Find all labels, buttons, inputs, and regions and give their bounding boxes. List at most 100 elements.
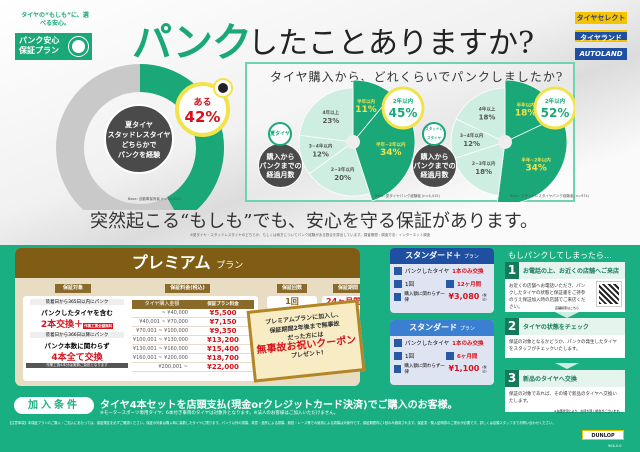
center-line: 経過月数 bbox=[266, 171, 295, 179]
fee-row: ¥160,001 ~ ¥200,000 ¥18,700 bbox=[132, 354, 254, 363]
period-value: 6ヶ月間 bbox=[457, 353, 478, 360]
price-range: ¥130,001 ~ ¥160,000 bbox=[132, 346, 188, 352]
plan-title: スタンダード bbox=[409, 323, 458, 332]
plan-logo: パンク安心 保証プラン bbox=[15, 33, 92, 60]
brand-tire-land: タイヤランド bbox=[575, 30, 627, 42]
count-period-row: 1回 6ヶ月間 bbox=[390, 349, 494, 362]
plan-fee: ¥13,200 bbox=[207, 336, 239, 344]
callout-badge bbox=[533, 86, 575, 130]
fee-row: ¥70,001 ~ ¥100,000 ¥9,350 bbox=[132, 327, 254, 336]
badge-value: 42% bbox=[184, 108, 221, 126]
period-icon bbox=[446, 351, 454, 360]
step-number: 2 bbox=[505, 318, 519, 335]
callout-text: 2年以内 bbox=[393, 97, 414, 105]
coverage-red: 1本のみ交換 bbox=[452, 340, 484, 347]
pie-value-label: 18% bbox=[515, 109, 537, 119]
plan-fee: ¥7,150 bbox=[209, 318, 237, 326]
price-range: ¥200,001 ~ bbox=[158, 364, 188, 370]
count-icon bbox=[394, 279, 402, 288]
tagline: 突然起こる“もしも”でも、安心を守る保証があります。 bbox=[90, 211, 539, 232]
coverage1-big: 2本交換＋ bbox=[40, 320, 84, 330]
pie-value-label: 34% bbox=[380, 148, 402, 158]
step-number: 1 bbox=[505, 262, 519, 279]
plan-title: スタンダード＋ bbox=[405, 251, 462, 260]
logo-tagline: タイヤの“もしも”に、選べる安心。 bbox=[21, 12, 89, 27]
studless-tire-tag: スタッドレスタイヤ bbox=[422, 122, 446, 146]
step-note[interactable]: 店舗検索はこちら bbox=[555, 306, 580, 310]
overall-center-label: 夏タイヤ スタッドレスタイヤ どちらかで パンクを経験 bbox=[104, 104, 174, 174]
pie-category-label: 4年以上 bbox=[479, 106, 496, 113]
count-value: 1回 bbox=[405, 281, 414, 288]
pie-category-label: 半年~2年以内 bbox=[521, 157, 551, 164]
tax-note: (税込) bbox=[482, 292, 487, 301]
plan-suffix: プラン bbox=[459, 326, 475, 332]
brand-autoland: AUTOLAND bbox=[575, 48, 627, 60]
header-plan-fee: 保証プラン料金 bbox=[207, 302, 239, 307]
fee-row: ~ ¥40,000 ¥5,500 bbox=[132, 309, 254, 318]
qr-code-icon[interactable] bbox=[596, 281, 622, 307]
pie-category-label: 4年以上 bbox=[323, 109, 340, 116]
pie-category-label: 半年~2年以内 bbox=[376, 141, 406, 148]
pie-charts: 半年以内11%半年~2年以内34%2~3年以内20%3~4年以内12%4年以上2… bbox=[298, 79, 575, 202]
center-line: 経過月数 bbox=[420, 171, 449, 179]
step-arrow-icon bbox=[555, 312, 579, 318]
center-line: パンクを経験 bbox=[117, 151, 161, 159]
plan-suffix: プラン bbox=[463, 254, 479, 260]
coverage1-note: 装着日から365日以内にパンク bbox=[30, 299, 124, 305]
price-range: ~ ¥40,000 bbox=[161, 310, 188, 316]
premium-plan-header: プレミアム プラン bbox=[15, 248, 360, 278]
pie-value-label: 23% bbox=[322, 117, 339, 125]
count-value: 1回 bbox=[405, 353, 414, 360]
standard-plus-header: スタンダード＋ プラン bbox=[390, 248, 494, 264]
coverage2-note: 装着日から366日以降にパンク bbox=[30, 332, 124, 338]
coverage-icon bbox=[394, 338, 402, 347]
fee-icon bbox=[394, 364, 402, 373]
fee-row: ¥130,001 ~ ¥160,000 ¥15,400 bbox=[132, 345, 254, 354]
fee-text: 購入額に関わらず一律 bbox=[404, 291, 445, 303]
fee-table-header: タイヤ購入金額 保証プラン料金 bbox=[132, 300, 254, 309]
standard-panel: スタンダード プラン パンクしたタイヤ 1本のみ交換 1回 6ヶ月間 購入額に関わら… bbox=[390, 320, 494, 385]
step-body: 保証の対象となるかどうか、パンクの発生したタイヤをスタッフがチェックいたします。 bbox=[509, 340, 617, 352]
count-label: 保証回数 bbox=[277, 284, 307, 293]
labor-free-badge: 作業工賃全額無料 bbox=[83, 323, 114, 329]
studless-center-label: 購入から パンクまでの 経過月数 bbox=[412, 143, 457, 188]
coverage-label: 保証対象 bbox=[55, 284, 91, 293]
logo-line2: 保証プラン bbox=[19, 46, 59, 55]
studless-base: Base: スタッドレスタイヤパンク経験者 (n=974) bbox=[510, 194, 589, 198]
price-range: ¥160,001 ~ ¥200,000 bbox=[132, 355, 188, 361]
pie-category-label: 3~4年以内 bbox=[460, 132, 484, 139]
step-3: 3 新品のタイヤへ交換 保証の対象であれば、その場で新品のタイヤへ交換いたします。… bbox=[505, 370, 625, 413]
fee-value: ¥3,080 bbox=[448, 292, 480, 301]
no-accident-coupon: プレミアムプランに加入し、 保証期間2年後まで無事故 だった方には 無事故お祝い… bbox=[246, 299, 366, 383]
period-label: 保証期間 bbox=[333, 284, 360, 293]
pie-category-label: 3~4年以内 bbox=[309, 142, 333, 149]
step-2: 2 タイヤの状態をチェック 保証の対象となるかどうか、パンクの発生したタイヤをスタ… bbox=[505, 318, 625, 358]
fee-label: 保証料金(税込) bbox=[165, 284, 210, 293]
summer-base: Base: 夏タイヤパンク経験者 (n=4,415) bbox=[375, 194, 440, 198]
center-line: どちらかで bbox=[121, 141, 157, 149]
pie-category-label: 2~3年以内 bbox=[331, 166, 355, 173]
join-conditions-text: タイヤ4本セットを店頭支払(現金orクレジットカード決済)でご購入のお客様。 bbox=[100, 400, 458, 411]
pie-value-label: 12% bbox=[312, 150, 329, 158]
pie-slice-studless bbox=[497, 115, 568, 202]
pie-slice-summer bbox=[298, 87, 354, 143]
step-number: 3 bbox=[505, 370, 519, 387]
pie-hole bbox=[346, 135, 360, 149]
fee-rows: ~ ¥40,000 ¥5,500 ¥40,001 ~ ¥70,000 ¥7,150 ¥7… bbox=[132, 309, 254, 372]
pie-category-label: 2~3年以内 bbox=[472, 160, 496, 167]
join-conditions-label: 加入条件 bbox=[14, 397, 94, 414]
badge-label: ある bbox=[193, 98, 212, 108]
tire-icon bbox=[213, 78, 233, 98]
callout-badge bbox=[381, 86, 425, 130]
period-value: 12ヶ月間 bbox=[457, 281, 482, 288]
price-range: ¥40,001 ~ ¥70,000 bbox=[139, 319, 188, 325]
step-arrow-icon bbox=[555, 363, 579, 369]
step-body: 保証の対象であれば、その場で新品のタイヤへ交換いたします。 bbox=[509, 392, 617, 404]
coverage-icon bbox=[394, 266, 402, 275]
callout-text: 2年以内 bbox=[545, 97, 566, 105]
step-body: お近くの店舗へお電話いただき、パンクしたタイヤの状態と保証書をご持参のうえ保証加… bbox=[509, 284, 586, 310]
standard-plus-panel: スタンダード＋ プラン パンクしたタイヤ 1本のみ交換 1回 12ヶ月間 購入額に関… bbox=[390, 248, 494, 313]
step-title: タイヤの状態をチェック bbox=[523, 324, 589, 331]
center-line: 夏タイヤ bbox=[125, 121, 153, 129]
plan-fee: ¥15,400 bbox=[207, 345, 239, 353]
